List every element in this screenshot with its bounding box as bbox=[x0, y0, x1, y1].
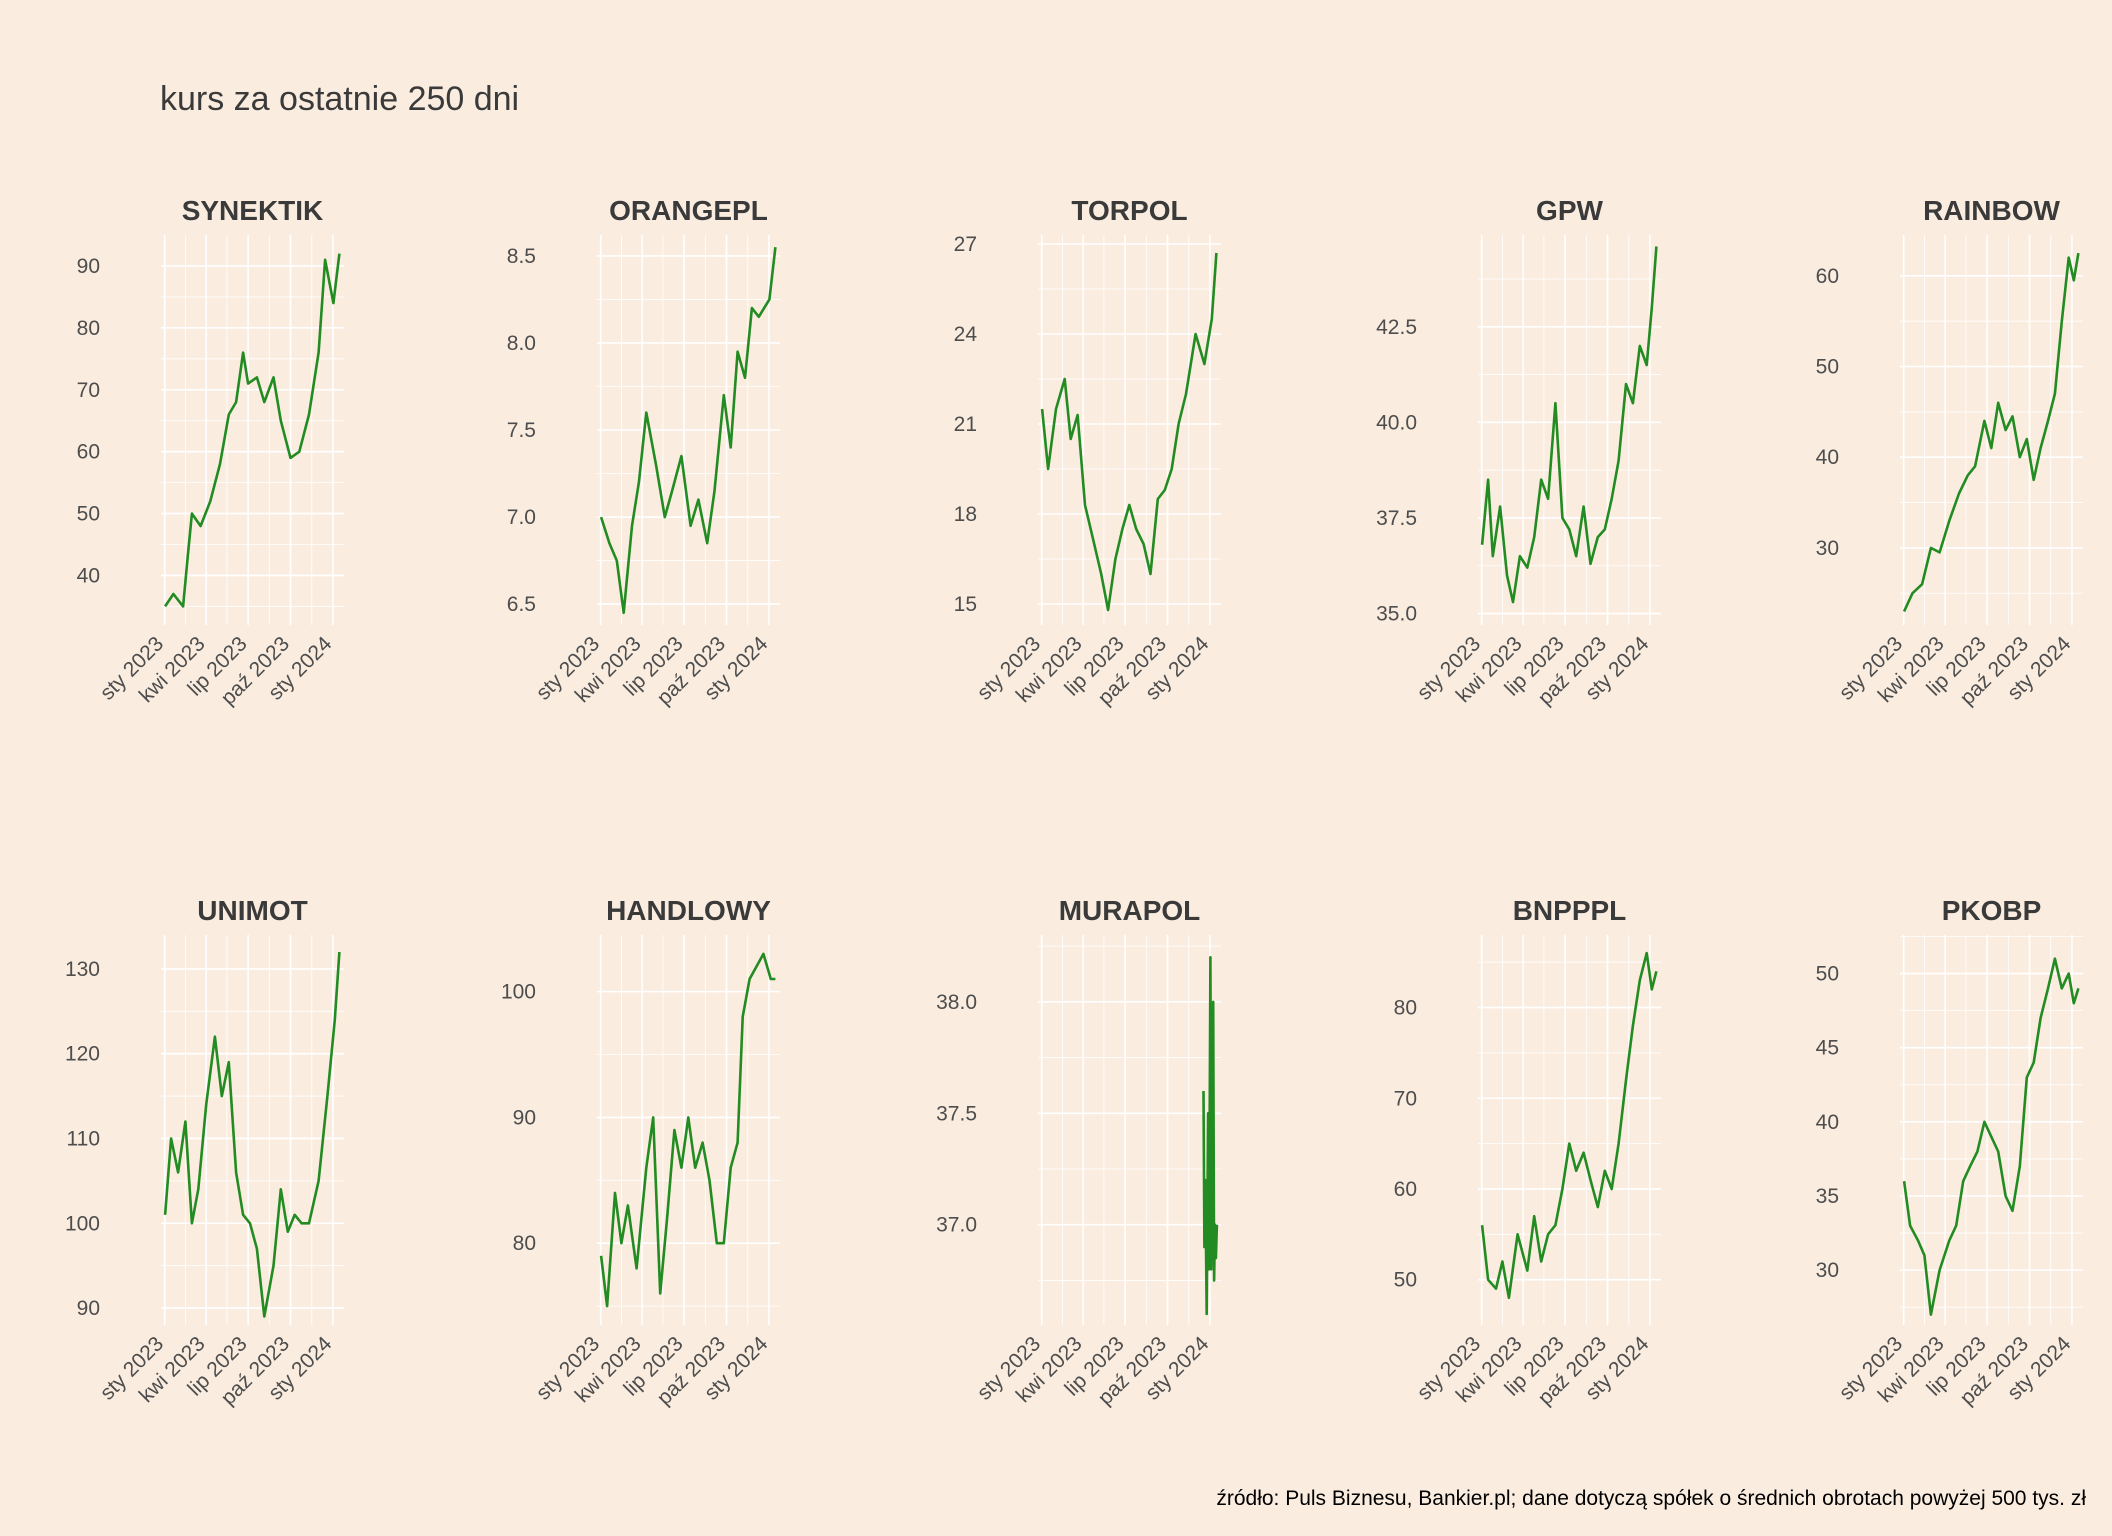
price-line-synektik bbox=[164, 253, 341, 608]
price-line-orangepl bbox=[599, 247, 777, 615]
y-tick-label: 40 bbox=[1816, 446, 1839, 469]
y-tick-label: 60 bbox=[1816, 265, 1839, 288]
price-line-pkobp bbox=[1902, 957, 2080, 1316]
y-tick-label: 40 bbox=[77, 564, 100, 587]
y-tick-label: 37.0 bbox=[936, 1214, 977, 1237]
y-tick-label: 130 bbox=[65, 958, 100, 981]
price-line-torpol bbox=[1040, 252, 1218, 612]
y-tick-label: 37.5 bbox=[936, 1102, 977, 1125]
y-tick-label: 50 bbox=[1816, 963, 1839, 986]
y-tick-label: 60 bbox=[77, 441, 100, 464]
panel-title: PKOBP bbox=[1942, 895, 2042, 926]
y-tick-label: 38.0 bbox=[936, 991, 977, 1014]
y-tick-label: 18 bbox=[954, 503, 977, 526]
panel-title: UNIMOT bbox=[197, 895, 307, 926]
y-tick-label: 100 bbox=[65, 1212, 100, 1235]
y-tick-label: 90 bbox=[77, 255, 100, 278]
y-tick-label: 40 bbox=[1816, 1111, 1839, 1134]
y-tick-label: 15 bbox=[954, 593, 977, 616]
y-tick-label: 45 bbox=[1816, 1037, 1839, 1060]
y-tick-label: 21 bbox=[954, 413, 977, 436]
y-tick-label: 70 bbox=[77, 379, 100, 402]
y-tick-label: 120 bbox=[65, 1043, 100, 1066]
price-line-gpw bbox=[1480, 246, 1658, 604]
y-tick-label: 24 bbox=[954, 323, 978, 346]
chart-caption: źródło: Puls Biznesu, Bankier.pl; dane d… bbox=[1216, 1487, 2086, 1510]
panel-title: GPW bbox=[1536, 195, 1603, 226]
panel-title: SYNEKTIK bbox=[182, 195, 324, 226]
y-tick-label: 37.5 bbox=[1376, 507, 1417, 530]
y-tick-label: 40.0 bbox=[1376, 411, 1417, 434]
y-tick-label: 8.5 bbox=[507, 245, 536, 268]
panel-title: BNPPPL bbox=[1513, 895, 1627, 926]
y-tick-label: 7.5 bbox=[507, 419, 536, 442]
panel-title: MURAPOL bbox=[1059, 895, 1201, 926]
panel-title: HANDLOWY bbox=[606, 895, 771, 926]
y-tick-label: 80 bbox=[1394, 997, 1417, 1020]
y-tick-label: 7.0 bbox=[507, 506, 536, 529]
y-tick-label: 80 bbox=[513, 1232, 536, 1255]
y-tick-label: 8.0 bbox=[507, 332, 536, 355]
y-tick-label: 30 bbox=[1816, 537, 1839, 560]
y-tick-label: 60 bbox=[1394, 1178, 1417, 1201]
y-tick-label: 35 bbox=[1816, 1185, 1839, 1208]
y-tick-label: 80 bbox=[77, 317, 100, 340]
y-tick-label: 100 bbox=[501, 981, 536, 1004]
y-tick-label: 90 bbox=[77, 1297, 100, 1320]
panel-title: RAINBOW bbox=[1923, 195, 2060, 226]
price-line-unimot bbox=[163, 951, 341, 1318]
y-tick-label: 90 bbox=[513, 1106, 536, 1129]
price-line-rainbow bbox=[1902, 252, 2080, 612]
y-tick-label: 27 bbox=[954, 233, 977, 256]
y-tick-label: 50 bbox=[77, 503, 100, 526]
y-tick-label: 6.5 bbox=[507, 593, 536, 616]
y-tick-label: 50 bbox=[1394, 1269, 1417, 1292]
panel-title: ORANGEPL bbox=[609, 195, 768, 226]
y-tick-label: 35.0 bbox=[1376, 603, 1417, 626]
price-line-bnpppl bbox=[1480, 951, 1658, 1300]
y-tick-label: 70 bbox=[1394, 1087, 1417, 1110]
y-tick-label: 42.5 bbox=[1376, 316, 1417, 339]
price-line-murapol bbox=[1202, 955, 1219, 1316]
price-line-handlowy bbox=[599, 952, 776, 1308]
chart-title: kurs za ostatnie 250 dni bbox=[160, 80, 519, 118]
y-tick-label: 30 bbox=[1816, 1259, 1839, 1282]
y-tick-label: 110 bbox=[67, 1127, 100, 1150]
y-tick-label: 50 bbox=[1816, 356, 1839, 379]
panel-title: TORPOL bbox=[1071, 195, 1187, 226]
